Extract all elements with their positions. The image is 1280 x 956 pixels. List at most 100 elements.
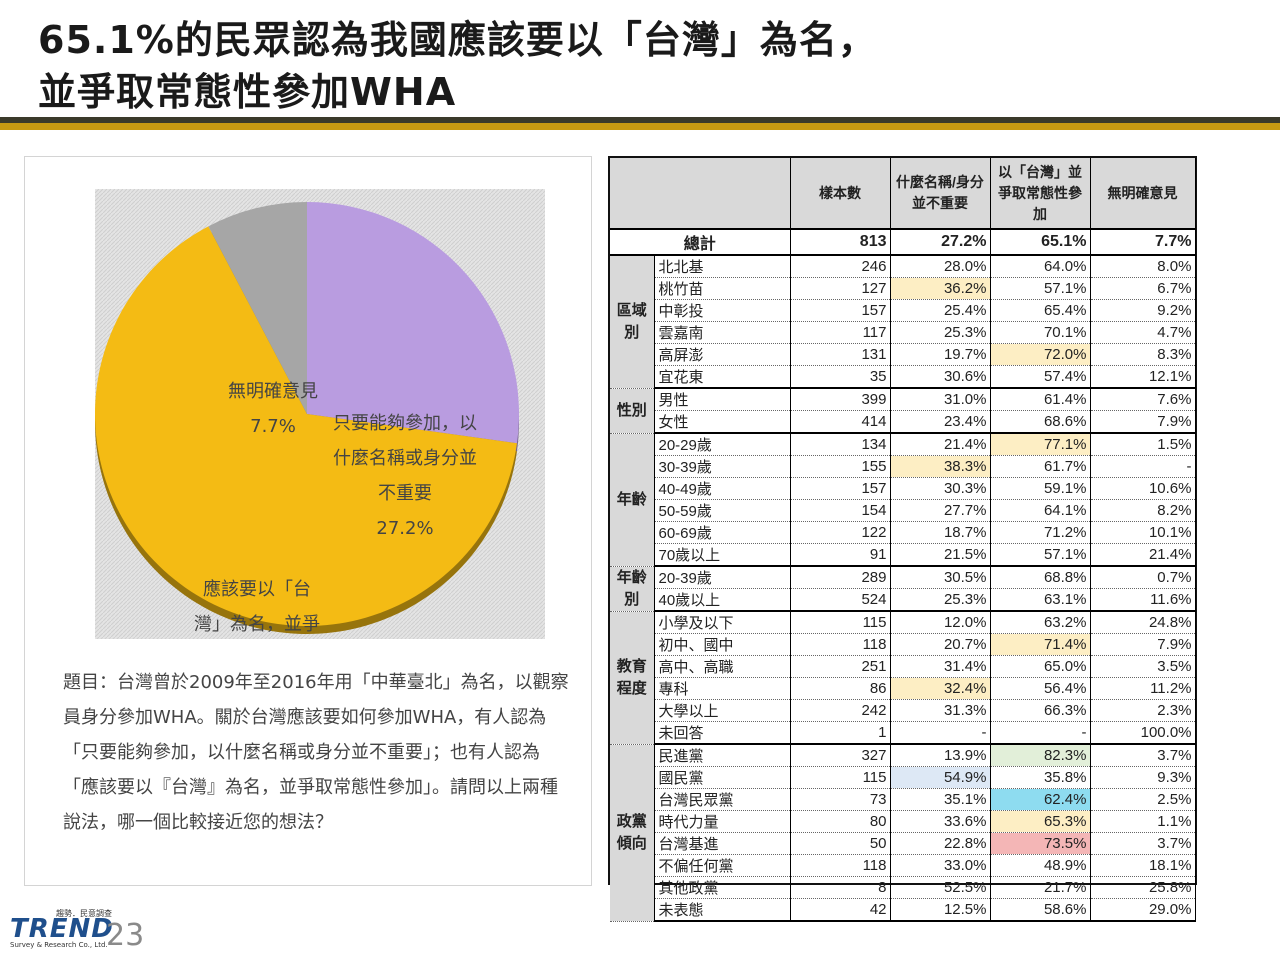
row-label: 男性 [654,388,791,411]
table-row: 雲嘉南 117 25.3% 70.1% 4.7% [610,321,1196,344]
pie-slice-0 [307,202,519,444]
table-row: 專科 86 32.4% 56.4% 11.2% [610,677,1196,700]
table-cell: 21.4% [1090,543,1196,567]
table-cell: 68.8% [990,566,1091,589]
row-label: 北北基 [654,255,791,278]
table-total-row: 總計 813 27.2% 65.1% 7.7% [610,229,1196,256]
row-label: 桃竹苗 [654,277,791,300]
table-cell: 56.4% [990,677,1091,700]
table-cell: 25.3% [890,588,991,612]
row-label: 宜花東 [654,365,791,389]
table-cell: 70.1% [990,321,1091,344]
group-label: 教育程度 [610,611,655,745]
pie-slice-1 [95,226,517,626]
table-cell: 10.1% [1090,521,1196,544]
table-cell: 8.3% [1090,343,1196,366]
table-cell: 7.9% [1090,633,1196,656]
table-cell: 154 [790,499,891,522]
survey-question: 題目：台灣曾於2009年至2016年用「中華臺北」為名，以觀察員身分參加WHA。… [63,672,569,833]
table-cell: 25.3% [890,321,991,344]
table-cell: 33.0% [890,854,991,877]
table-cell: 0.7% [1090,566,1196,589]
table-row: 桃竹苗 127 36.2% 57.1% 6.7% [610,277,1196,300]
table-cell: - [990,721,1091,745]
table-cell: 19.7% [890,343,991,366]
row-label: 初中、國中 [654,633,791,656]
table-cell: 25.8% [1090,876,1196,899]
pie-label-0: 只要能夠參加，以什麼名稱或身分並不重要 27.2% [333,413,477,539]
table-cell: 36.2% [890,277,991,300]
table-cell: 65.0% [990,655,1091,678]
table-cell: 29.0% [1090,898,1196,922]
table-row: 50-59歲 154 27.7% 64.1% 8.2% [610,499,1196,522]
table-cell: 115 [790,611,891,634]
table-cell: 3.5% [1090,655,1196,678]
group-label: 政黨傾向 [610,744,655,922]
table-cell: 246 [790,255,891,278]
table-cell: 131 [790,343,891,366]
table-cell: 2.3% [1090,699,1196,722]
table-cell: 12.1% [1090,365,1196,389]
table-cell: 57.1% [990,543,1091,567]
slide-title: 65.1%的民眾認為我國應該要以「台灣」為名， 並爭取常態性參加WHA [38,14,1258,118]
table-cell: 127 [790,277,891,300]
table-cell: 22.8% [890,832,991,855]
row-label: 女性 [654,410,791,434]
logo-sub-text: Survey & Research Co., Ltd. [10,941,108,949]
logo-main-text: TREND [10,914,114,944]
table-cell: 30.6% [890,365,991,389]
table-cell: 62.4% [990,788,1091,811]
row-label: 50-59歲 [654,499,791,522]
table-cell: 35.8% [990,766,1091,789]
header-sample-size: 樣本數 [790,158,891,230]
table-cell: 72.0% [990,343,1091,366]
table-row: 70歲以上 91 21.5% 57.1% 21.4% [610,543,1196,567]
row-label: 40-49歲 [654,477,791,500]
row-label: 20-29歲 [654,433,791,456]
table-cell: 57.1% [990,277,1091,300]
table-cell: 11.6% [1090,588,1196,612]
row-label: 其他政黨 [654,876,791,899]
table-row: 女性 414 23.4% 68.6% 7.9% [610,410,1196,434]
table-cell: 118 [790,633,891,656]
table-cell: 7.6% [1090,388,1196,411]
table-cell: 4.7% [1090,321,1196,344]
table-cell: 27.7% [890,499,991,522]
crosstab-table: 樣本數 什麼名稱/身分並不重要 以「台灣」並爭取常態性參加 無明確意見 總計 8… [608,156,1197,922]
header-blank [610,158,791,230]
table-cell: 25.4% [890,299,991,322]
table-cell: 134 [790,433,891,456]
table-cell: 86 [790,677,891,700]
table-row: 高屏澎 131 19.7% 72.0% 8.3% [610,343,1196,366]
row-label: 時代力量 [654,810,791,833]
table-cell: 3.7% [1090,744,1196,767]
table-cell: 100.0% [1090,721,1196,745]
table-cell: 63.1% [990,588,1091,612]
table-cell: 73.5% [990,832,1091,855]
table-cell: 73 [790,788,891,811]
table-cell: 117 [790,321,891,344]
table-cell: 54.9% [890,766,991,789]
table-cell: 8 [790,876,891,899]
row-label: 大學以上 [654,699,791,722]
table-row: 性別 男性 399 31.0% 61.4% 7.6% [610,388,1196,434]
pie-label-2: 無明確意見 7.7% [228,381,318,437]
row-label: 不偏任何黨 [654,854,791,877]
table-cell: 50 [790,832,891,855]
table-cell: 66.3% [990,699,1091,722]
table-cell: 18.1% [1090,854,1196,877]
table-row: 初中、國中 118 20.7% 71.4% 7.9% [610,633,1196,656]
table-cell: 115 [790,766,891,789]
table-cell: 3.7% [1090,832,1196,855]
table-cell: 10.6% [1090,477,1196,500]
title-line-1: 65.1%的民眾認為我國應該要以「台灣」為名， [38,18,877,62]
table-cell: 524 [790,588,891,612]
table-cell: 289 [790,566,891,589]
table-cell: 65.3% [990,810,1091,833]
header-no-opinion: 無明確意見 [1090,158,1196,230]
table-cell: 35 [790,365,891,389]
table-row: 宜花東 35 30.6% 57.4% 12.1% [610,365,1196,389]
row-label: 40歲以上 [654,588,791,612]
row-label: 台灣民眾黨 [654,788,791,811]
table-cell: 63.2% [990,611,1091,634]
